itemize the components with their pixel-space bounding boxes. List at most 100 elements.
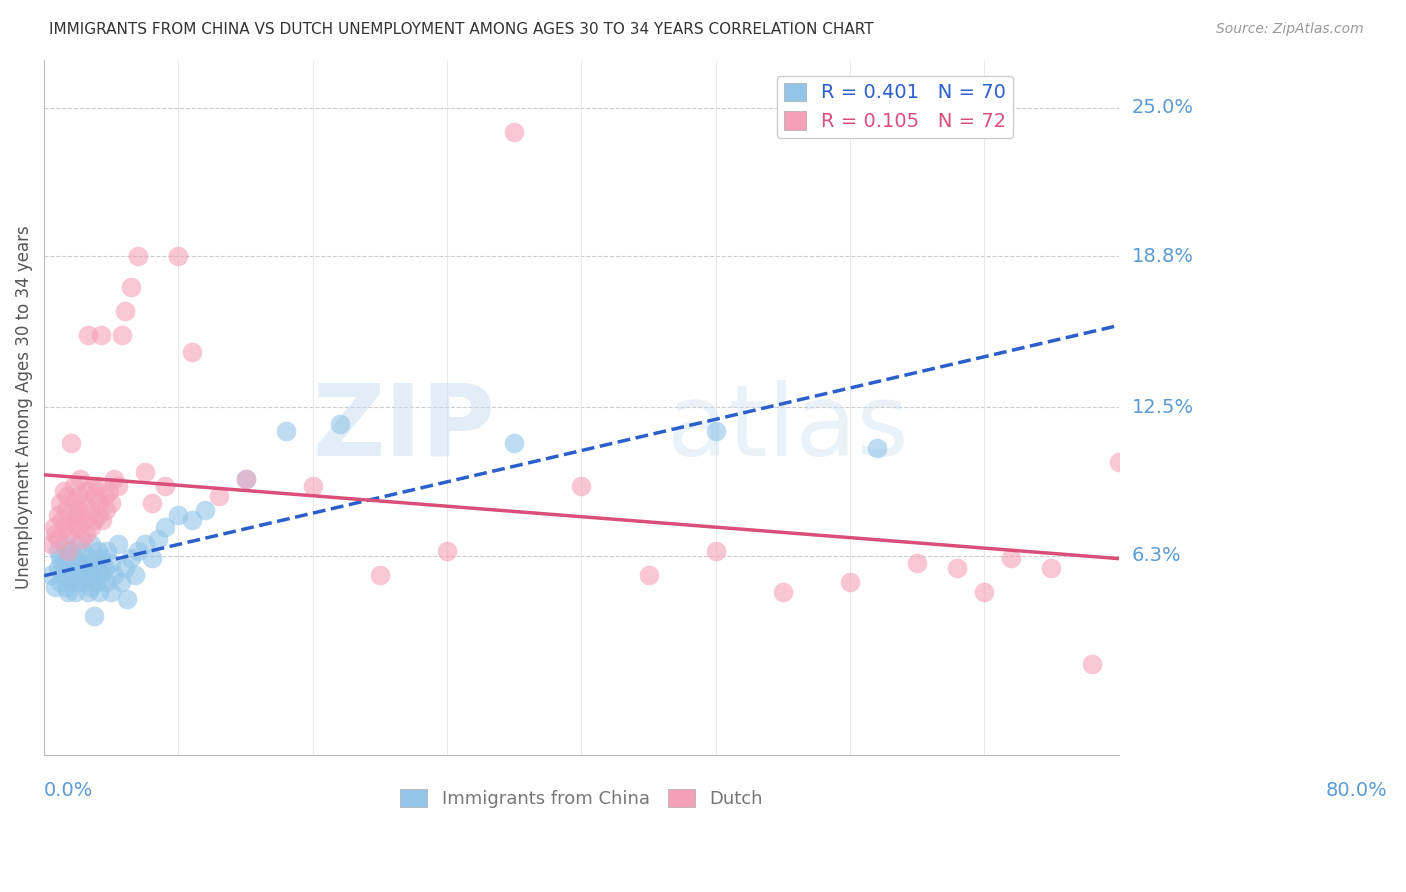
Text: 18.8%: 18.8% bbox=[1132, 247, 1194, 266]
Point bbox=[946, 561, 969, 575]
Point bbox=[56, 489, 79, 503]
Point bbox=[503, 436, 526, 450]
Y-axis label: Unemployment Among Ages 30 to 34 years: Unemployment Among Ages 30 to 34 years bbox=[15, 226, 32, 589]
Point bbox=[69, 561, 91, 575]
Point bbox=[80, 537, 103, 551]
Point bbox=[58, 585, 80, 599]
Point bbox=[141, 551, 163, 566]
Point bbox=[62, 496, 84, 510]
Point bbox=[60, 561, 83, 575]
Point bbox=[134, 537, 156, 551]
Point bbox=[82, 479, 104, 493]
Point bbox=[53, 537, 76, 551]
Point bbox=[46, 508, 69, 523]
Text: 6.3%: 6.3% bbox=[1132, 547, 1181, 566]
Point bbox=[141, 496, 163, 510]
Point bbox=[73, 556, 96, 570]
Point bbox=[84, 556, 107, 570]
Point bbox=[100, 585, 122, 599]
Point bbox=[39, 537, 62, 551]
Point bbox=[59, 544, 82, 558]
Point bbox=[75, 561, 97, 575]
Point bbox=[90, 513, 112, 527]
Point bbox=[120, 551, 142, 566]
Text: 25.0%: 25.0% bbox=[1132, 98, 1194, 117]
Point bbox=[100, 556, 122, 570]
Point bbox=[77, 585, 100, 599]
Point bbox=[66, 556, 89, 570]
Point bbox=[73, 575, 96, 590]
Point bbox=[127, 544, 149, 558]
Point bbox=[80, 503, 103, 517]
Point bbox=[111, 328, 134, 343]
Point bbox=[89, 585, 111, 599]
Point bbox=[53, 568, 76, 582]
Point bbox=[1040, 561, 1063, 575]
Point bbox=[76, 568, 98, 582]
Point bbox=[973, 585, 995, 599]
Point bbox=[55, 503, 77, 517]
Text: IMMIGRANTS FROM CHINA VS DUTCH UNEMPLOYMENT AMONG AGES 30 TO 34 YEARS CORRELATIO: IMMIGRANTS FROM CHINA VS DUTCH UNEMPLOYM… bbox=[49, 22, 875, 37]
Point bbox=[329, 417, 352, 431]
Point bbox=[49, 551, 72, 566]
Text: 0.0%: 0.0% bbox=[44, 781, 93, 800]
Point bbox=[59, 556, 82, 570]
Point bbox=[839, 575, 862, 590]
Point bbox=[63, 513, 86, 527]
Text: ZIP: ZIP bbox=[312, 380, 495, 476]
Point bbox=[110, 575, 132, 590]
Point bbox=[75, 527, 97, 541]
Point bbox=[49, 575, 72, 590]
Point bbox=[42, 520, 65, 534]
Point bbox=[46, 532, 69, 546]
Point bbox=[62, 479, 84, 493]
Point bbox=[1108, 455, 1130, 469]
Point bbox=[83, 608, 105, 623]
Point bbox=[905, 556, 928, 570]
Point bbox=[103, 568, 125, 582]
Point bbox=[1080, 657, 1102, 671]
Point bbox=[274, 424, 297, 438]
Point bbox=[1000, 551, 1022, 566]
Point bbox=[62, 551, 84, 566]
Point bbox=[70, 532, 93, 546]
Point bbox=[58, 544, 80, 558]
Point bbox=[127, 249, 149, 263]
Point bbox=[97, 484, 120, 499]
Point bbox=[153, 520, 176, 534]
Point bbox=[62, 568, 84, 582]
Point bbox=[120, 280, 142, 294]
Point bbox=[124, 568, 146, 582]
Point bbox=[83, 513, 105, 527]
Point bbox=[58, 549, 80, 563]
Point bbox=[39, 568, 62, 582]
Text: atlas: atlas bbox=[668, 380, 908, 476]
Point bbox=[59, 436, 82, 450]
Point bbox=[117, 592, 139, 607]
Point bbox=[66, 520, 89, 534]
Point bbox=[90, 551, 112, 566]
Point bbox=[235, 472, 257, 486]
Point bbox=[51, 556, 73, 570]
Point bbox=[87, 479, 110, 493]
Point bbox=[637, 568, 659, 582]
Point bbox=[153, 479, 176, 493]
Legend: Immigrants from China, Dutch: Immigrants from China, Dutch bbox=[392, 781, 770, 815]
Point bbox=[208, 489, 231, 503]
Point bbox=[301, 479, 323, 493]
Point bbox=[100, 496, 122, 510]
Point bbox=[63, 585, 86, 599]
Point bbox=[167, 249, 190, 263]
Point bbox=[67, 575, 90, 590]
Point bbox=[59, 520, 82, 534]
Point bbox=[79, 551, 101, 566]
Point bbox=[56, 561, 79, 575]
Point bbox=[69, 472, 91, 486]
Point bbox=[67, 503, 90, 517]
Point bbox=[66, 537, 89, 551]
Point bbox=[80, 520, 103, 534]
Point bbox=[53, 520, 76, 534]
Point bbox=[82, 568, 104, 582]
Point bbox=[180, 345, 202, 359]
Point bbox=[772, 585, 794, 599]
